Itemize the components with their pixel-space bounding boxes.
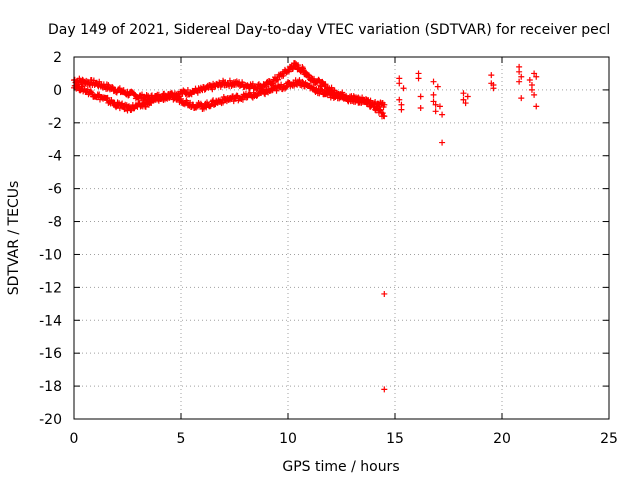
data-point (516, 78, 523, 85)
data-point (116, 85, 123, 92)
data-point (116, 105, 123, 112)
data-point (96, 78, 103, 85)
data-point (184, 86, 191, 93)
data-point (490, 81, 497, 88)
data-point (430, 98, 437, 105)
data-point (531, 70, 538, 77)
y-axis-label: SDTVAR / TECUs (6, 181, 22, 296)
y-tick-label: -14 (39, 313, 62, 329)
data-point (379, 110, 386, 117)
data-point (249, 80, 256, 87)
data-point (516, 68, 523, 75)
data-point (310, 75, 317, 82)
data-point (365, 98, 372, 105)
y-tick-label: 0 (53, 83, 62, 99)
data-point (436, 103, 443, 110)
data-point (417, 93, 424, 100)
data-point (86, 81, 93, 88)
tick-layer (73, 56, 610, 420)
data-point (282, 84, 289, 91)
data-point (381, 101, 388, 108)
data-point (464, 93, 471, 100)
data-point (439, 111, 446, 118)
data-point (335, 90, 342, 97)
x-tick-label: 20 (493, 431, 511, 447)
data-point (462, 100, 469, 107)
data-point (269, 80, 276, 87)
data-point (292, 60, 299, 67)
data-point (460, 96, 467, 103)
plot-frame (73, 56, 610, 420)
data-point (528, 86, 535, 93)
data-point (299, 78, 306, 85)
data-point (518, 95, 525, 102)
data-point (75, 81, 82, 88)
marks-layer (71, 60, 540, 393)
data-point (417, 105, 424, 112)
data-point (209, 86, 216, 93)
data-point (533, 73, 540, 80)
chart-title: Day 149 of 2021, Sidereal Day-to-day VTE… (48, 22, 610, 38)
data-point (315, 76, 322, 83)
y-tick-label: -2 (48, 116, 62, 132)
data-point (354, 95, 361, 102)
y-tick-label: -18 (39, 379, 62, 395)
data-point (400, 85, 407, 92)
grid-layer (74, 57, 609, 419)
data-point (460, 90, 467, 97)
data-point (432, 108, 439, 115)
data-point (381, 386, 388, 393)
data-point (322, 81, 329, 88)
data-point (104, 94, 111, 101)
x-tick-label: 0 (70, 431, 79, 447)
y-tick-label: -8 (48, 215, 62, 231)
y-tick-label: -10 (39, 247, 62, 263)
data-point (381, 290, 388, 297)
data-point (364, 97, 371, 104)
data-point (109, 84, 116, 91)
data-point (79, 83, 86, 90)
y-tick-label: -12 (39, 280, 62, 296)
data-point (531, 91, 538, 98)
data-point (275, 76, 282, 83)
data-point (169, 91, 176, 98)
data-point (518, 73, 525, 80)
data-point (439, 139, 446, 146)
data-point (430, 78, 437, 85)
y-tick-label: -6 (48, 182, 62, 198)
y-tick-label: 2 (53, 50, 62, 66)
x-tick-label: 25 (600, 431, 618, 447)
data-point (432, 101, 439, 108)
x-tick-label: 5 (177, 431, 186, 447)
data-point (533, 103, 540, 110)
data-point (299, 64, 306, 71)
x-tick-labels: 0 5 10 15 20 25 (70, 431, 618, 447)
data-point (526, 77, 533, 84)
data-point (381, 113, 388, 120)
data-point (239, 96, 246, 103)
y-tick-label: -4 (48, 149, 62, 165)
y-tick-labels: 2 0 -2 -4 -6 -8 -10 -12 -14 -16 -18 -20 (39, 50, 62, 428)
data-point (295, 62, 302, 69)
data-point (430, 91, 437, 98)
data-point (398, 106, 405, 113)
data-point (273, 87, 280, 94)
data-point (396, 96, 403, 103)
data-point (434, 83, 441, 90)
x-tick-label: 15 (386, 431, 404, 447)
data-point (488, 72, 495, 79)
y-tick-label: -20 (39, 412, 62, 428)
data-point (178, 95, 184, 102)
data-point (280, 72, 287, 79)
x-axis-label: GPS time / hours (282, 459, 399, 475)
data-point (318, 86, 325, 93)
x-tick-label: 10 (279, 431, 297, 447)
y-tick-label: -16 (39, 346, 62, 362)
data-point (396, 75, 403, 82)
data-point (415, 75, 422, 82)
